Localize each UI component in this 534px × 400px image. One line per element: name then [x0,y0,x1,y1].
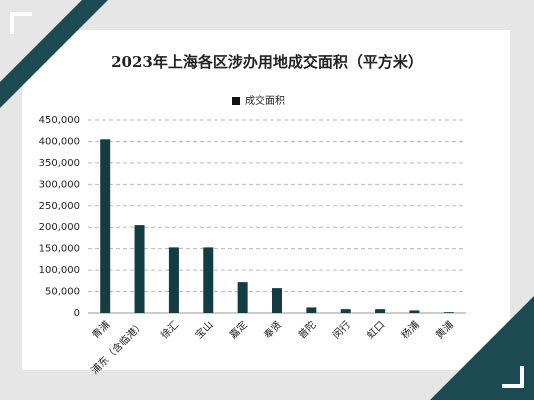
bar [134,225,145,313]
y-tick-label: 150,000 [39,244,80,255]
bar [443,312,454,313]
y-tick-label: 450,000 [39,115,80,126]
bar [237,282,248,313]
bar [100,139,111,313]
bar [306,307,317,313]
y-tick-label: 0 [74,308,80,319]
y-tick-label: 400,000 [39,136,80,147]
bar [272,288,282,313]
corner-bracket [10,12,32,34]
y-tick-label: 350,000 [39,158,80,169]
corner-decoration [430,296,534,400]
bar [203,247,214,313]
y-tick-label: 200,000 [39,222,80,233]
legend-swatch [232,97,240,105]
y-tick-label: 250,000 [39,201,80,212]
y-tick-label: 100,000 [39,265,80,276]
y-tick-label: 300,000 [39,179,80,190]
bar [409,310,420,313]
panel [22,30,510,370]
bar [375,309,386,313]
y-tick-label: 50,000 [45,287,80,298]
legend-label: 成交面积 [245,94,285,107]
bar [168,247,179,313]
chart-title: 2023年上海各区涉办用地成交面积（平方米） [111,53,423,71]
corner-decoration [0,0,82,82]
bar [340,309,351,313]
corner-bracket [502,366,524,388]
